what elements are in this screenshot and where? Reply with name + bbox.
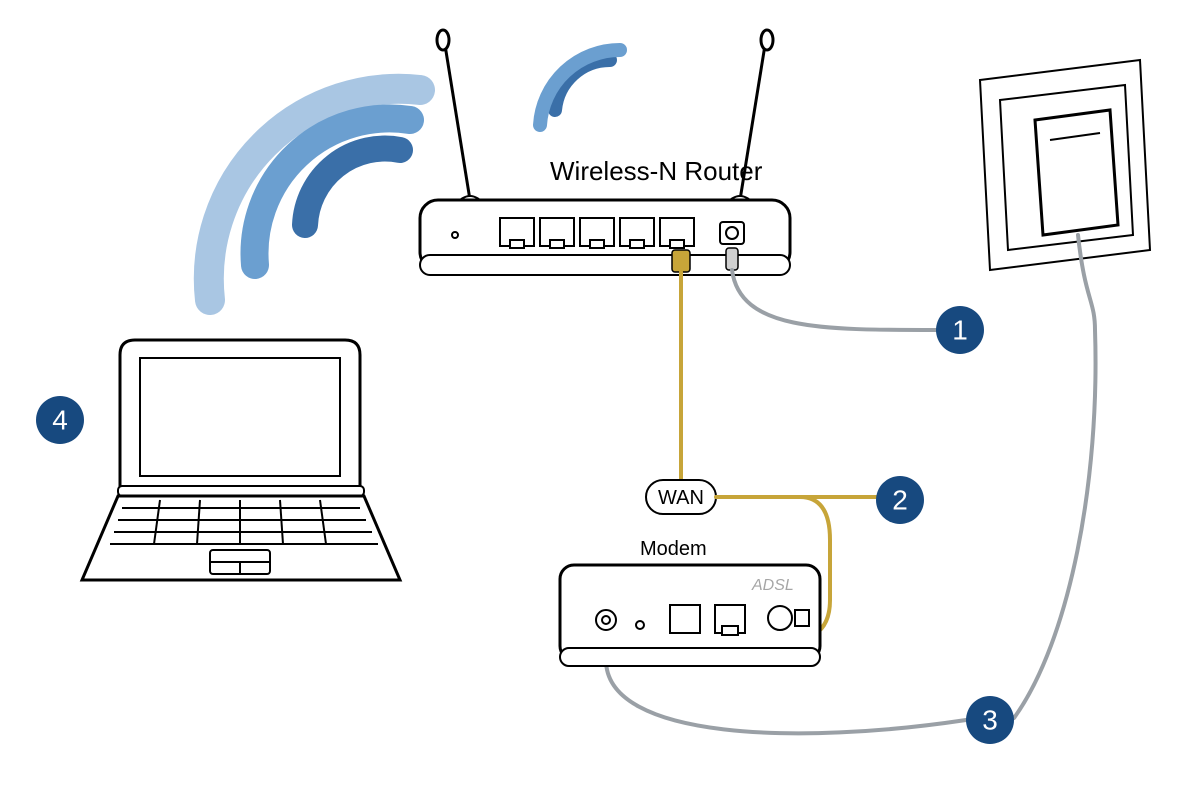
wall-outlet-icon — [980, 60, 1150, 330]
wan-label: WAN — [658, 487, 704, 509]
modem-icon: ADSL — [560, 565, 820, 666]
step-badge-1: 1 — [936, 306, 984, 354]
step-badge-2: 2 — [876, 476, 924, 524]
svg-text:3: 3 — [982, 705, 998, 736]
diagram-canvas: Wireless-N Router — [0, 0, 1200, 800]
step-badge-4: 4 — [36, 396, 84, 444]
adsl-label: ADSL — [751, 577, 794, 594]
wan-pill: WAN — [646, 480, 716, 514]
cable-outlet-down — [1014, 330, 1096, 718]
svg-text:4: 4 — [52, 405, 68, 436]
step-badge-3: 3 — [966, 696, 1014, 744]
laptop-icon — [82, 340, 400, 580]
modem-label: Modem — [640, 538, 707, 560]
router-label: Wireless-N Router — [550, 156, 763, 186]
svg-text:2: 2 — [892, 485, 908, 516]
svg-text:1: 1 — [952, 315, 968, 346]
cable-router-power — [732, 270, 936, 330]
cable-modem-power — [606, 660, 966, 733]
